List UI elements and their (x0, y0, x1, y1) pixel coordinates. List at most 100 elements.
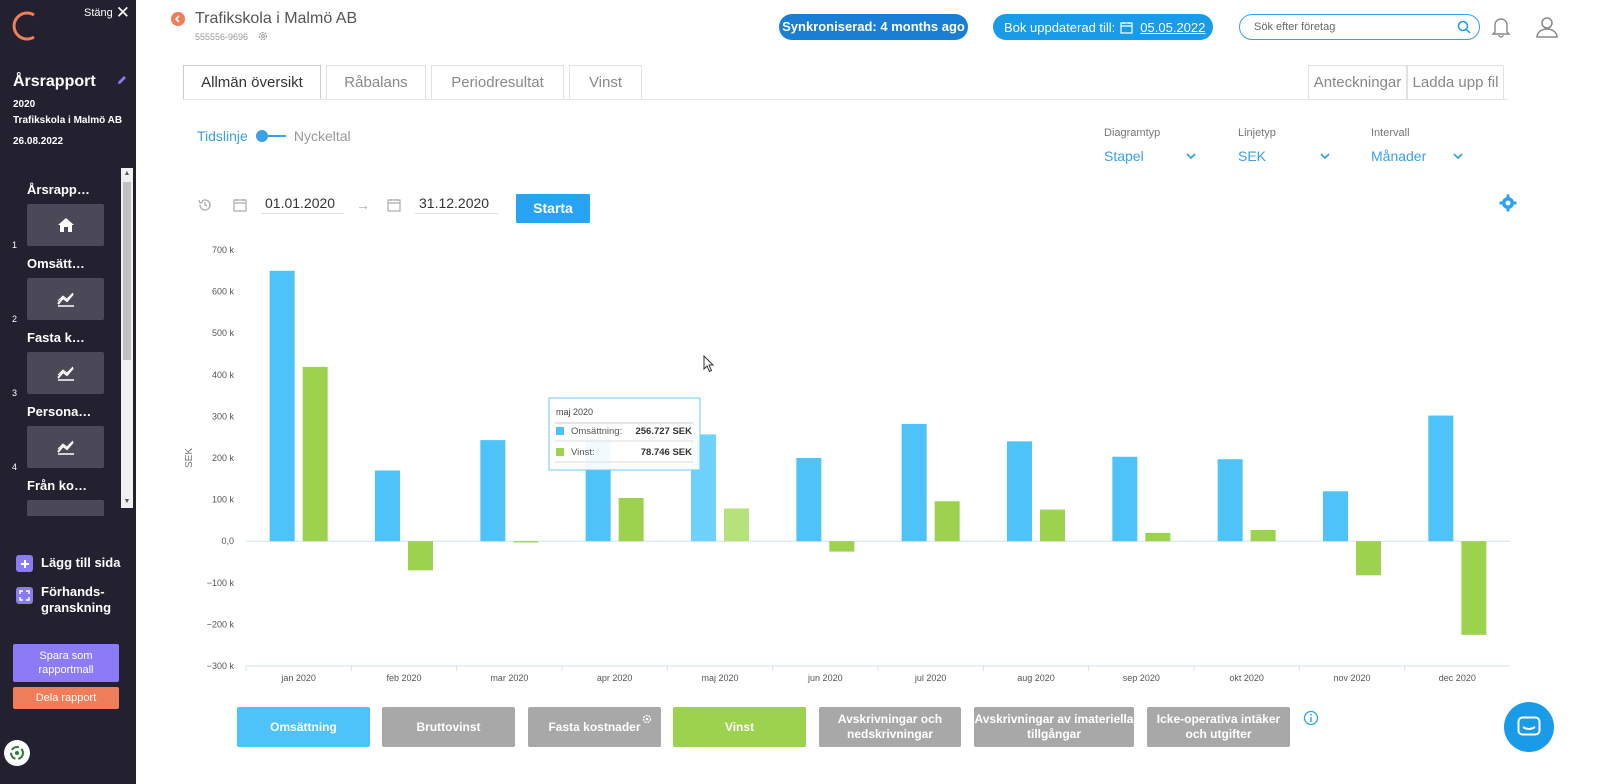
line-type-value: SEK (1238, 148, 1267, 164)
y-tick-label: 400 k (212, 370, 235, 380)
bar-vinst (1461, 541, 1487, 635)
add-page-button[interactable]: Lägg till sida (16, 555, 120, 572)
calendar-icon[interactable] (233, 198, 247, 212)
scroll-thumb[interactable] (123, 182, 131, 360)
settings-gear-icon[interactable] (1499, 194, 1517, 212)
bar-vinst (829, 541, 855, 552)
preview-label: Förhands-granskning (41, 584, 112, 615)
preview-button[interactable]: Förhands-granskning (16, 584, 131, 616)
chevron-down-icon (1320, 152, 1330, 159)
x-tick-label: feb 2020 (386, 673, 421, 683)
bar-vinst (513, 541, 539, 543)
report-date: 26.08.2022 (13, 136, 64, 147)
report-meta: 2020 Trafikskola i Malmö AB 26.08.2022 (13, 97, 122, 150)
mouse-cursor-icon (703, 355, 715, 373)
tab-period-result[interactable]: Periodresultat (431, 65, 564, 100)
tab-overview[interactable]: Allmän översikt (183, 65, 321, 100)
page-thumbnail[interactable] (27, 278, 104, 320)
legend-avskrivningar-button[interactable]: Avskrivningar och nedskrivningar (819, 707, 961, 747)
legend-fasta-kostnader-button[interactable]: Fasta kostnader (528, 707, 661, 747)
tabs-divider (183, 99, 1508, 100)
upload-file-button[interactable]: Ladda upp fil (1407, 65, 1504, 100)
recycle-logo-icon[interactable] (4, 740, 30, 766)
book-updated-badge[interactable]: Bok uppdaterad till: 05.05.2022 (993, 14, 1213, 40)
edit-icon[interactable] (116, 74, 128, 86)
app-logo-icon (12, 11, 35, 41)
scroll-up-icon[interactable]: ▲ (123, 170, 131, 177)
date-from-input[interactable]: 01.01.2020 (261, 195, 344, 214)
y-tick-label: 700 k (212, 245, 235, 255)
start-button[interactable]: Starta (516, 194, 590, 223)
tab-profit[interactable]: Vinst (569, 65, 642, 100)
page-thumbnail[interactable] (27, 426, 104, 468)
gear-icon[interactable] (257, 30, 269, 42)
bell-icon[interactable] (1491, 16, 1511, 38)
chat-support-button[interactable] (1504, 702, 1554, 752)
interval-label: Intervall (1371, 127, 1410, 139)
tooltip-title: maj 2020 (556, 407, 593, 417)
chevron-left-icon (174, 15, 180, 23)
page-item[interactable]: Persona… 4 (0, 404, 122, 478)
interval-select[interactable]: Intervall Månader (1371, 127, 1463, 164)
page-item[interactable]: Fasta k… 3 (0, 330, 122, 404)
bar-vinst (618, 497, 644, 542)
tooltip-value: 256.727 SEK (635, 426, 692, 437)
back-button[interactable] (171, 12, 185, 26)
x-tick-label: aug 2020 (1017, 673, 1055, 683)
x-tick-label: okt 2020 (1229, 673, 1264, 683)
share-report-button[interactable]: Dela rapport (13, 687, 119, 709)
gear-icon[interactable] (641, 713, 653, 725)
legend-vinst-button[interactable]: Vinst (673, 707, 806, 747)
legend-icke-operativa-button[interactable]: Icke-operativa intäker och utgifter (1147, 707, 1290, 747)
book-updated-label: Bok uppdaterad till: (1004, 19, 1116, 35)
search-icon[interactable] (1457, 20, 1471, 34)
tooltip-swatch (556, 427, 564, 435)
book-updated-date[interactable]: 05.05.2022 (1140, 19, 1206, 35)
company-name: Trafikskola i Malmö AB (195, 10, 358, 27)
sidebar-scrollbar[interactable]: ▲ ▼ (121, 168, 133, 508)
tab-trial-balance[interactable]: Råbalans (326, 65, 426, 100)
x-tick-label: maj 2020 (701, 673, 738, 683)
chart-type-select[interactable]: Diagramtyp Stapel (1104, 127, 1196, 164)
report-title: Årsrapport (13, 73, 96, 90)
bar-vinst (934, 501, 960, 542)
legend-bruttovinst-button[interactable]: Bruttovinst (382, 707, 515, 747)
bar-omsattning (796, 458, 822, 542)
legend-avskrivningar-imateriella-button[interactable]: Avskrivningar av imateriella tillgångar (974, 707, 1134, 747)
notes-button[interactable]: Anteckningar (1308, 65, 1407, 100)
history-icon[interactable] (197, 197, 213, 213)
chevron-down-icon (1453, 152, 1463, 159)
chart-tooltip: maj 2020 Omsättning: 256.727 SEK Vinst: 78.7… (548, 397, 701, 471)
toggle-switch[interactable] (255, 130, 286, 142)
x-tick-label: dec 2020 (1439, 673, 1476, 683)
date-to-input[interactable]: 31.12.2020 (415, 195, 498, 214)
save-template-button[interactable]: Spara som rapportmall (13, 644, 119, 682)
page-thumbnail[interactable] (27, 352, 104, 394)
line-type-select[interactable]: Linjetyp SEK (1238, 127, 1330, 164)
page-label: Från ko… (27, 478, 87, 493)
user-icon[interactable] (1535, 16, 1559, 38)
toggle-kpi-label[interactable]: Nyckeltal (293, 128, 351, 144)
chart-line-icon (56, 292, 74, 307)
x-tick-label: jan 2020 (280, 673, 316, 683)
bar-vinst (408, 541, 433, 571)
page-item[interactable]: Omsätt… 2 (0, 256, 122, 330)
chart-line-icon (56, 366, 74, 381)
page-thumbnail[interactable] (27, 500, 104, 516)
info-icon[interactable] (1303, 710, 1319, 726)
close-label: Stäng (84, 7, 113, 19)
scroll-down-icon[interactable]: ▼ (123, 498, 131, 505)
legend-omsattning-button[interactable]: Omsättning (237, 707, 370, 747)
view-toggle[interactable]: Tidslinje Nyckeltal (197, 128, 351, 144)
page-item[interactable]: Från ko… (0, 478, 122, 516)
bar-omsattning (269, 270, 295, 542)
toggle-knob[interactable] (255, 130, 268, 142)
page-thumbnail[interactable] (27, 204, 104, 246)
x-tick-label: jul 2020 (914, 673, 947, 683)
toggle-timeline-label[interactable]: Tidslinje (197, 128, 248, 144)
close-sidebar-button[interactable]: Stäng ✕ (84, 4, 130, 21)
company-search-input[interactable]: Sök efter företag (1239, 14, 1480, 40)
calendar-icon[interactable] (387, 198, 401, 212)
arrow-right-icon: → (356, 196, 370, 213)
page-item[interactable]: Årsrapp… 1 (0, 182, 122, 256)
